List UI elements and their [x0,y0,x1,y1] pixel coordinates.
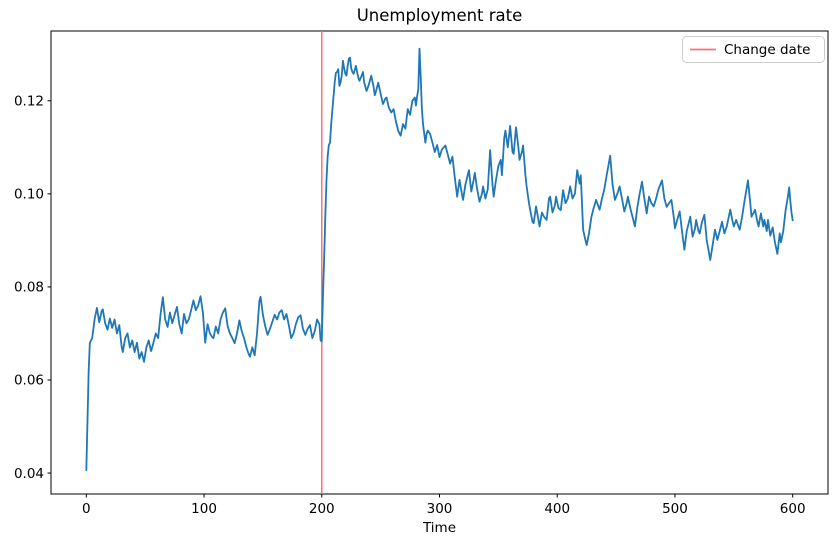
series-line [85,47,794,472]
y-tick-label: 0.10 [14,187,44,203]
x-tick-label: 400 [544,501,570,517]
x-tick-label: 500 [662,501,688,517]
legend-label: Change date [724,42,810,58]
x-axis-label: Time [422,520,456,536]
y-tick-label: 0.12 [14,93,44,109]
x-tick-label: 200 [309,501,335,517]
legend-box [682,36,825,63]
y-tick-label: 0.04 [14,466,44,482]
x-tick-label: 300 [427,501,453,517]
x-tick-label: 600 [780,501,806,517]
legend: Change date [682,36,825,63]
series-layer [85,31,794,494]
x-tick-label: 100 [191,501,217,517]
x-tick-label: 0 [82,501,91,517]
y-tick-label: 0.08 [14,280,44,296]
chart-title: Unemployment rate [357,6,523,25]
axis-ticks: 0 100 200 300 400 500 600 0.04 0.06 0.08 0.10 0.12 [14,93,806,517]
y-tick-label: 0.06 [14,373,44,389]
plot-area-border [50,30,829,495]
